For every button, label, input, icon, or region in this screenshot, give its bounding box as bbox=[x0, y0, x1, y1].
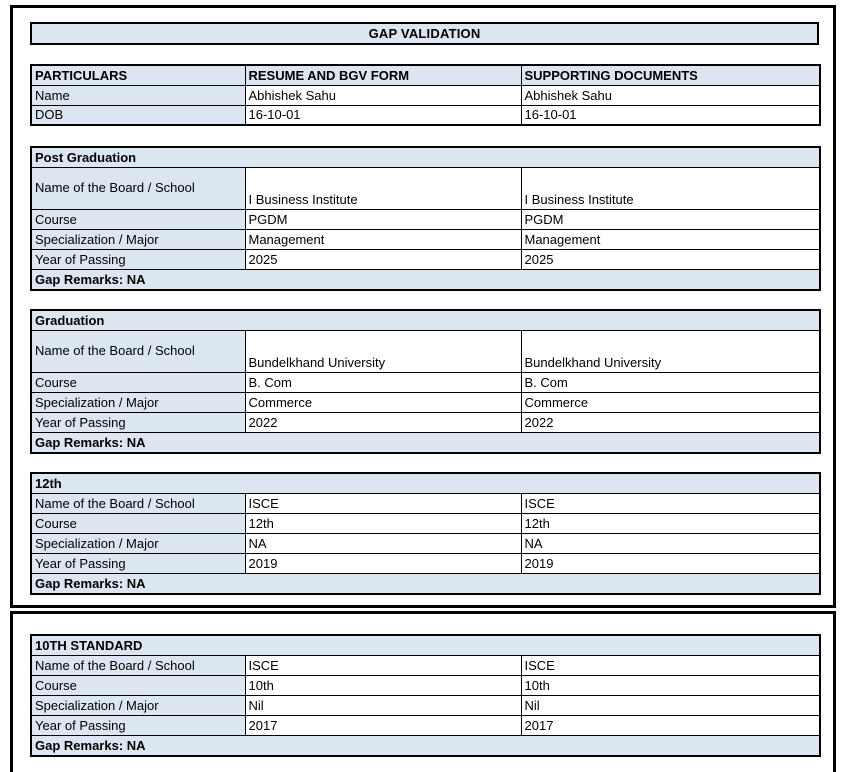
table-row-board: Name of the Board / School ISCE ISCE bbox=[30, 654, 821, 676]
row-label-cell: Course bbox=[30, 512, 246, 534]
resume-value-cell: PGDM bbox=[244, 208, 522, 230]
resume-value-cell: ISCE bbox=[244, 492, 522, 514]
page-title: GAP VALIDATION bbox=[30, 22, 819, 45]
resume-value-cell: Commerce bbox=[244, 391, 522, 413]
table-row-course: Course 12th 12th bbox=[30, 512, 821, 534]
table-row-course: Course 10th 10th bbox=[30, 674, 821, 696]
supporting-value-cell: I Business Institute bbox=[520, 166, 821, 210]
resume-value-cell: Bundelkhand University bbox=[244, 329, 522, 373]
supporting-value-cell: 10th bbox=[520, 674, 821, 696]
row-label-cell: Course bbox=[30, 371, 246, 393]
supporting-value-cell: Management bbox=[520, 228, 821, 250]
table-row-year: Year of Passing 2025 2025 bbox=[30, 248, 821, 270]
table-row-specialization: Specialization / Major Commerce Commerce bbox=[30, 391, 821, 413]
gap-remarks: Gap Remarks: NA bbox=[30, 734, 821, 757]
table-row-name: Name Abhishek Sahu Abhishek Sahu bbox=[30, 84, 821, 106]
column-header-particulars: PARTICULARS bbox=[30, 64, 246, 86]
supporting-value-cell: 2019 bbox=[520, 552, 821, 574]
resume-value-cell: I Business Institute bbox=[244, 166, 522, 210]
section-table-12th: 12th Name of the Board / School ISCE ISC… bbox=[30, 472, 821, 595]
table-row-board: Name of the Board / School I Business In… bbox=[30, 166, 821, 210]
section-title: Graduation bbox=[30, 309, 821, 331]
table-row-dob: DOB 16-10-01 16-10-01 bbox=[30, 104, 821, 126]
row-label-cell: Course bbox=[30, 674, 246, 696]
supporting-value-cell: Commerce bbox=[520, 391, 821, 413]
row-label-cell: DOB bbox=[30, 104, 246, 126]
section-title: 10TH STANDARD bbox=[30, 634, 821, 656]
row-label-cell: Year of Passing bbox=[30, 248, 246, 270]
table-row-board: Name of the Board / School ISCE ISCE bbox=[30, 492, 821, 514]
row-label-cell: Year of Passing bbox=[30, 552, 246, 574]
table-row-course: Course B. Com B. Com bbox=[30, 371, 821, 393]
row-label-cell: Course bbox=[30, 208, 246, 230]
row-label-cell: Year of Passing bbox=[30, 714, 246, 736]
resume-value-cell: 2017 bbox=[244, 714, 522, 736]
row-label-cell: Specialization / Major bbox=[30, 391, 246, 413]
table-row-specialization: Specialization / Major Nil Nil bbox=[30, 694, 821, 716]
resume-value-cell: Nil bbox=[244, 694, 522, 716]
row-label-cell: Year of Passing bbox=[30, 411, 246, 433]
column-header-resume-bgv: RESUME AND BGV FORM bbox=[244, 64, 522, 86]
supporting-value-cell: NA bbox=[520, 532, 821, 554]
table-row-year: Year of Passing 2017 2017 bbox=[30, 714, 821, 736]
resume-value-cell: 16-10-01 bbox=[244, 104, 522, 126]
supporting-value-cell: B. Com bbox=[520, 371, 821, 393]
row-label-cell: Name of the Board / School bbox=[30, 329, 246, 373]
resume-value-cell: Management bbox=[244, 228, 522, 250]
supporting-value-cell: Bundelkhand University bbox=[520, 329, 821, 373]
supporting-value-cell: 2017 bbox=[520, 714, 821, 736]
supporting-value-cell: 12th bbox=[520, 512, 821, 534]
row-label-cell: Name bbox=[30, 84, 246, 106]
supporting-value-cell: Abhishek Sahu bbox=[520, 84, 821, 106]
personal-info-table: PARTICULARS RESUME AND BGV FORM SUPPORTI… bbox=[30, 64, 821, 126]
table-row-specialization: Specialization / Major Management Manage… bbox=[30, 228, 821, 250]
row-label-cell: Specialization / Major bbox=[30, 532, 246, 554]
section-title: Post Graduation bbox=[30, 146, 821, 168]
gap-remarks: Gap Remarks: NA bbox=[30, 268, 821, 291]
column-header-supporting-docs: SUPPORTING DOCUMENTS bbox=[520, 64, 821, 86]
gap-remarks: Gap Remarks: NA bbox=[30, 431, 821, 454]
resume-value-cell: 2025 bbox=[244, 248, 522, 270]
section-table-graduation: Graduation Name of the Board / School Bu… bbox=[30, 309, 821, 454]
supporting-value-cell: 16-10-01 bbox=[520, 104, 821, 126]
resume-value-cell: 2022 bbox=[244, 411, 522, 433]
resume-value-cell: Abhishek Sahu bbox=[244, 84, 522, 106]
resume-value-cell: 12th bbox=[244, 512, 522, 534]
table-row-board: Name of the Board / School Bundelkhand U… bbox=[30, 329, 821, 373]
supporting-value-cell: PGDM bbox=[520, 208, 821, 230]
row-label-cell: Name of the Board / School bbox=[30, 654, 246, 676]
row-label-cell: Specialization / Major bbox=[30, 228, 246, 250]
section-table-post-graduation: Post Graduation Name of the Board / Scho… bbox=[30, 146, 821, 291]
outer-frame-bottom bbox=[10, 611, 836, 772]
supporting-value-cell: ISCE bbox=[520, 492, 821, 514]
resume-value-cell: ISCE bbox=[244, 654, 522, 676]
resume-value-cell: 2019 bbox=[244, 552, 522, 574]
table-row-year: Year of Passing 2019 2019 bbox=[30, 552, 821, 574]
supporting-value-cell: 2025 bbox=[520, 248, 821, 270]
section-title: 12th bbox=[30, 472, 821, 494]
gap-remarks: Gap Remarks: NA bbox=[30, 572, 821, 595]
resume-value-cell: NA bbox=[244, 532, 522, 554]
table-row-specialization: Specialization / Major NA NA bbox=[30, 532, 821, 554]
supporting-value-cell: 2022 bbox=[520, 411, 821, 433]
resume-value-cell: B. Com bbox=[244, 371, 522, 393]
outer-frame-top bbox=[10, 5, 836, 608]
row-label-cell: Specialization / Major bbox=[30, 694, 246, 716]
resume-value-cell: 10th bbox=[244, 674, 522, 696]
table-row-course: Course PGDM PGDM bbox=[30, 208, 821, 230]
row-label-cell: Name of the Board / School bbox=[30, 492, 246, 514]
row-label-cell: Name of the Board / School bbox=[30, 166, 246, 210]
supporting-value-cell: Nil bbox=[520, 694, 821, 716]
section-table-10th-standard: 10TH STANDARD Name of the Board / School… bbox=[30, 634, 822, 757]
supporting-value-cell: ISCE bbox=[520, 654, 821, 676]
table-row-year: Year of Passing 2022 2022 bbox=[30, 411, 821, 433]
